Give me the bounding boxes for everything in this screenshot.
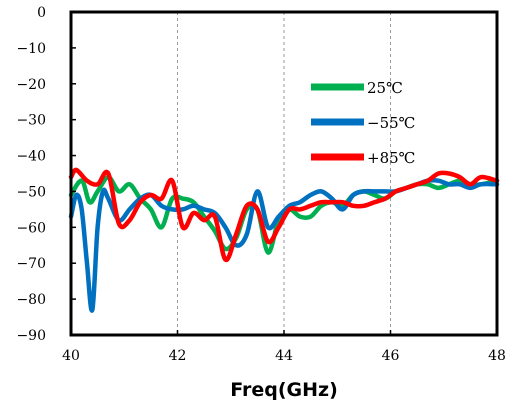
x-tick-label: 48 — [488, 348, 506, 364]
legend-item-25c-label: 25℃ — [367, 79, 403, 97]
y-tick-label: −10 — [16, 41, 46, 57]
y-tick-label: −40 — [16, 149, 46, 165]
x-axis-title: Freq(GHz) — [230, 379, 338, 401]
y-tick-label: −90 — [16, 328, 46, 344]
y-axis-ticks: 0 −10 −20 −30 −40 −50 −60 −70 −80 −90 — [16, 5, 76, 344]
y-tick-label: −30 — [16, 113, 46, 129]
x-tick-label: 46 — [382, 348, 400, 364]
legend-item-minus55c-label: −55℃ — [367, 114, 415, 132]
y-tick-label: −60 — [16, 220, 46, 236]
y-tick-label: −50 — [16, 184, 46, 200]
x-tick-label: 40 — [62, 348, 80, 364]
x-axis-ticks: 40 42 44 46 48 — [62, 330, 506, 364]
x-tick-label: 44 — [275, 348, 293, 364]
plot-series — [68, 167, 500, 313]
series-plus85c-line — [68, 167, 500, 263]
legend: 25℃ −55℃ +85℃ — [311, 79, 415, 167]
y-tick-label: −20 — [16, 77, 46, 93]
x-tick-label: 42 — [169, 348, 187, 364]
legend-item-plus85c-label: +85℃ — [367, 149, 415, 167]
y-tick-label: −70 — [16, 256, 46, 272]
grid — [177, 12, 391, 335]
y-tick-label: −80 — [16, 292, 46, 308]
y-tick-label: 0 — [37, 5, 46, 21]
